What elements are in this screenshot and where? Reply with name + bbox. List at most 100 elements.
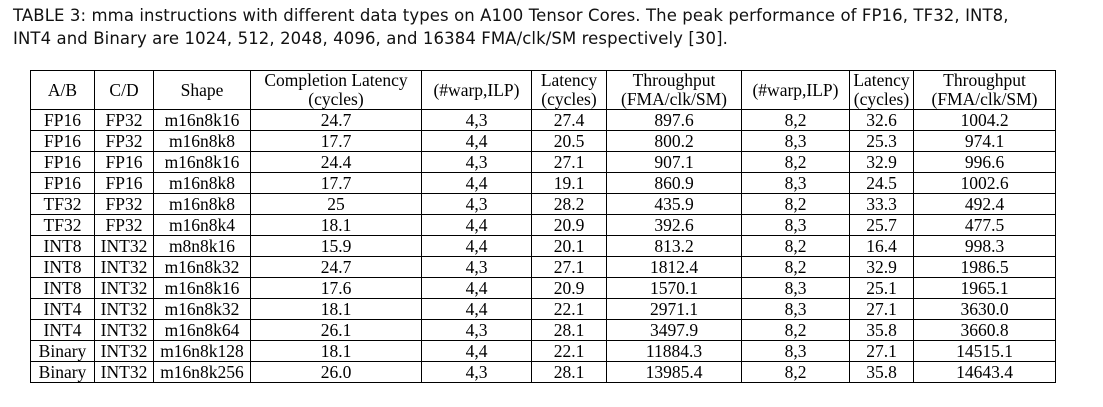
- table-cell: 24.4: [250, 151, 422, 173]
- table-cell: 4,4: [421, 340, 532, 362]
- table-cell: 24.5: [849, 172, 914, 194]
- table-cell: TF32: [30, 214, 95, 236]
- table-cell: 1570.1: [606, 277, 742, 299]
- table-cell: 27.1: [531, 256, 607, 278]
- table-cell: 25: [250, 193, 422, 215]
- table-cell: FP16: [30, 172, 95, 194]
- table-row: FP16 FP32 m16n8k8 17.7 4,4 20.5 800.2 8,3 25.3 97…: [30, 130, 1056, 152]
- header-cd: C/D: [94, 70, 154, 110]
- table-cell: 4,4: [421, 172, 532, 194]
- table-cell: 492.4: [913, 193, 1056, 215]
- table-cell: m16n8k16: [153, 151, 251, 173]
- table-cell: 33.3: [849, 193, 914, 215]
- table-cell: 25.7: [849, 214, 914, 236]
- table-cell: 28.1: [531, 319, 607, 341]
- table-cell: 8,3: [741, 340, 850, 362]
- table-cell: 19.1: [531, 172, 607, 194]
- table-cell: INT32: [94, 256, 154, 278]
- table-cell: m16n8k256: [153, 361, 251, 383]
- table-cell: INT8: [30, 256, 95, 278]
- table-cell: 26.1: [250, 319, 422, 341]
- table-cell: 4,3: [421, 109, 532, 131]
- table-cell: Binary: [30, 340, 95, 362]
- table-cell: 4,3: [421, 256, 532, 278]
- table-cell: INT8: [30, 235, 95, 257]
- table-cell: 18.1: [250, 298, 422, 320]
- table-cell: 477.5: [913, 214, 1056, 236]
- table-row: Binary INT32 m16n8k256 26.0 4,3 28.1 13985.4 8,…: [30, 361, 1056, 383]
- table-cell: 14643.4: [913, 361, 1056, 383]
- table-cell: 27.1: [531, 151, 607, 173]
- header-warp-ilp-b: (#warp,ILP): [741, 70, 850, 110]
- table-cell: TF32: [30, 193, 95, 215]
- table-row: INT8 INT32 m8n8k16 15.9 4,4 20.1 813.2 8,2 16.4 9…: [30, 235, 1056, 257]
- table-row: INT8 INT32 m16n8k32 24.7 4,3 27.1 1812.4 8,2 32.…: [30, 256, 1056, 278]
- table-cell: INT32: [94, 361, 154, 383]
- table-cell: FP32: [94, 130, 154, 152]
- table-row: FP16 FP16 m16n8k8 17.7 4,4 19.1 860.9 8,3 24.5 10…: [30, 172, 1056, 194]
- table-cell: 24.7: [250, 109, 422, 131]
- table-cell: m16n8k16: [153, 109, 251, 131]
- table-cell: m8n8k16: [153, 235, 251, 257]
- header-row: A/B C/D Shape Completion Latency (cycles…: [30, 70, 1056, 110]
- table-cell: INT4: [30, 319, 95, 341]
- table-cell: FP16: [30, 151, 95, 173]
- header-completion-latency: Completion Latency (cycles): [250, 70, 422, 110]
- table-row: TF32 FP32 m16n8k8 25 4,3 28.2 435.9 8,2 33.3 492.…: [30, 193, 1056, 215]
- table-cell: 25.3: [849, 130, 914, 152]
- table-cell: m16n8k16: [153, 277, 251, 299]
- table-cell: 1002.6: [913, 172, 1056, 194]
- table-cell: 8,2: [741, 151, 850, 173]
- table-cell: INT32: [94, 298, 154, 320]
- table-body: FP16 FP32 m16n8k16 24.7 4,3 27.4 897.6 8,2 32.6 1…: [30, 109, 1056, 383]
- table-cell: 800.2: [606, 130, 742, 152]
- table-cell: 907.1: [606, 151, 742, 173]
- table-cell: m16n8k32: [153, 256, 251, 278]
- table-cell: 24.7: [250, 256, 422, 278]
- table-cell: 16.4: [849, 235, 914, 257]
- table-cell: FP16: [94, 172, 154, 194]
- table-cell: FP32: [94, 193, 154, 215]
- table-cell: 4,4: [421, 277, 532, 299]
- table-cell: 813.2: [606, 235, 742, 257]
- table-cell: m16n8k128: [153, 340, 251, 362]
- table-cell: m16n8k8: [153, 130, 251, 152]
- table-cell: 18.1: [250, 214, 422, 236]
- table-cell: 860.9: [606, 172, 742, 194]
- table-cell: INT32: [94, 277, 154, 299]
- table-cell: 2971.1: [606, 298, 742, 320]
- table-cell: 4,4: [421, 298, 532, 320]
- table-cell: 8,3: [741, 172, 850, 194]
- header-latency-a: Latency (cycles): [531, 70, 607, 110]
- table-cell: 8,2: [741, 361, 850, 383]
- table-row: INT4 INT32 m16n8k32 18.1 4,4 22.1 2971.1 8,3 27.…: [30, 298, 1056, 320]
- table-cell: 20.5: [531, 130, 607, 152]
- table-cell: 974.1: [913, 130, 1056, 152]
- table-cell: 1986.5: [913, 256, 1056, 278]
- table-cell: 18.1: [250, 340, 422, 362]
- table-cell: m16n8k64: [153, 319, 251, 341]
- table-cell: 17.7: [250, 172, 422, 194]
- table-cell: 1812.4: [606, 256, 742, 278]
- table-cell: 14515.1: [913, 340, 1056, 362]
- table-cell: 32.6: [849, 109, 914, 131]
- table-cell: 1004.2: [913, 109, 1056, 131]
- table-cell: 8,2: [741, 319, 850, 341]
- table-cell: FP32: [94, 109, 154, 131]
- table-cell: 35.8: [849, 319, 914, 341]
- table-cell: 20.1: [531, 235, 607, 257]
- table-cell: INT32: [94, 340, 154, 362]
- table-cell: 28.1: [531, 361, 607, 383]
- table-cell: m16n8k4: [153, 214, 251, 236]
- table-cell: 4,3: [421, 319, 532, 341]
- table-cell: 17.7: [250, 130, 422, 152]
- table-caption: TABLE 3: mma instructions with different…: [13, 4, 1093, 50]
- table-cell: 8,3: [741, 298, 850, 320]
- header-ab: A/B: [30, 70, 95, 110]
- caption-line-2: INT4 and Binary are 1024, 512, 2048, 409…: [13, 29, 729, 48]
- table-cell: 4,3: [421, 361, 532, 383]
- table-cell: 26.0: [250, 361, 422, 383]
- table-cell: 4,3: [421, 151, 532, 173]
- table-cell: 1965.1: [913, 277, 1056, 299]
- caption-line-1: TABLE 3: mma instructions with different…: [13, 6, 1009, 25]
